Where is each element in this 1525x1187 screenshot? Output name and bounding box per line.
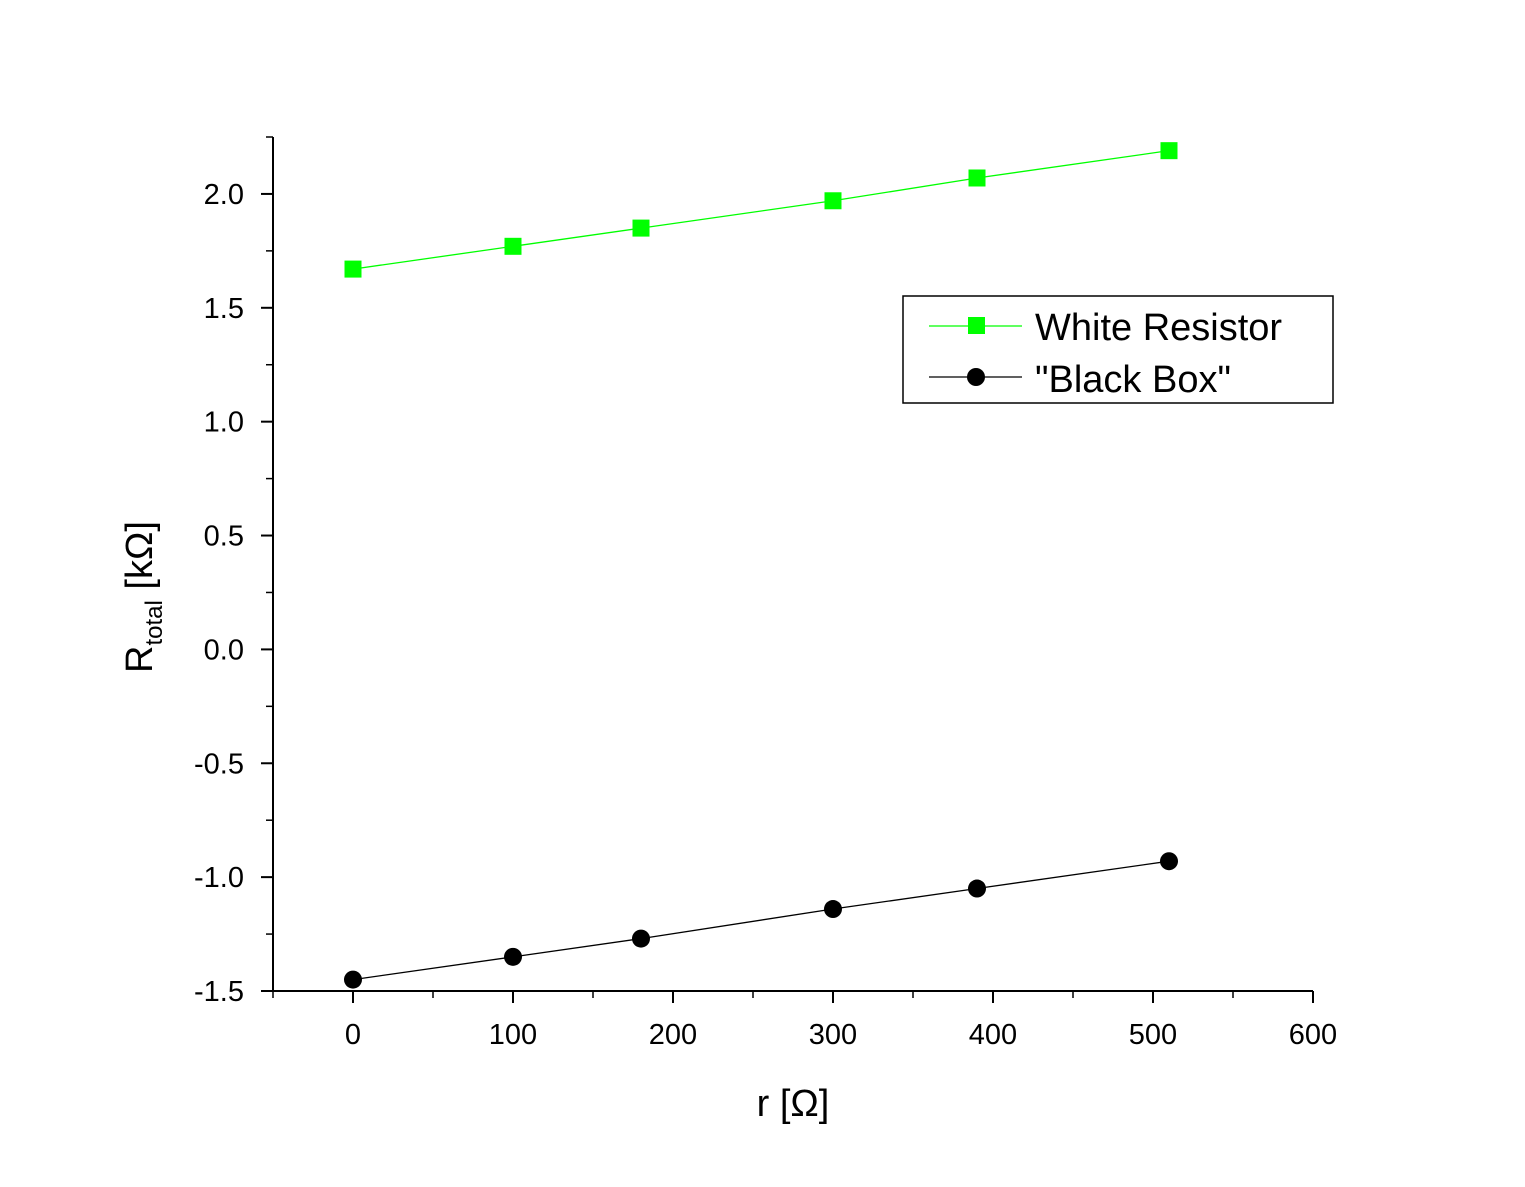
legend-marker-white-resistor [968, 317, 985, 334]
x-tick-label: 0 [345, 1019, 361, 1051]
y-axis-title: Rtotal [kΩ] [119, 521, 168, 673]
y-axis-title-subscript: total [141, 600, 168, 645]
y-tick-label: 0.5 [204, 521, 244, 553]
legend: White Resistor "Black Box" [902, 295, 1334, 404]
y-tick-label: -0.5 [194, 748, 244, 780]
legend-label-white-resistor: White Resistor [1035, 307, 1282, 349]
x-tick-label: 600 [1289, 1019, 1337, 1051]
y-tick-label: 2.0 [204, 179, 244, 211]
axes [272, 137, 1313, 992]
x-axis-title: r [Ω] [757, 1083, 830, 1125]
y-tick-label: 1.5 [204, 293, 244, 325]
series-line-black-box [352, 860, 1170, 981]
data-point-black-box [1160, 852, 1178, 871]
legend-label-black-box: "Black Box" [1035, 359, 1231, 401]
series-line-white-resistor [352, 150, 1170, 270]
data-point-black-box [344, 970, 362, 989]
y-tick-label: -1.0 [194, 862, 244, 894]
x-tick-label: 300 [809, 1019, 857, 1051]
data-point-white-resistor [1160, 142, 1178, 160]
series [344, 142, 1178, 989]
y-axis-title-main: R [119, 646, 161, 673]
data-point-white-resistor [504, 237, 522, 255]
legend-marker-black-box [967, 368, 985, 386]
data-point-black-box [504, 947, 522, 966]
x-tick-label: 200 [649, 1019, 697, 1051]
ticks: 0 100 200 300 400 500 600 -1.5 -1.0 -0.5 0.0 0.5 1.0… [194, 136, 1337, 1051]
y-tick-label: -1.5 [194, 976, 244, 1008]
y-tick-label: 1.0 [204, 407, 244, 439]
data-point-white-resistor [968, 169, 986, 187]
x-tick-label: 100 [489, 1019, 537, 1051]
data-point-black-box [824, 900, 842, 919]
x-tick-label: 400 [969, 1019, 1017, 1051]
data-point-black-box [968, 879, 986, 898]
data-point-white-resistor [344, 260, 362, 278]
y-axis-title-unit: [kΩ] [119, 521, 161, 600]
data-point-black-box [632, 929, 650, 948]
data-point-white-resistor [632, 219, 650, 237]
y-tick-label: 0.0 [204, 634, 244, 666]
x-tick-label: 500 [1129, 1019, 1177, 1051]
data-point-white-resistor [824, 192, 842, 210]
